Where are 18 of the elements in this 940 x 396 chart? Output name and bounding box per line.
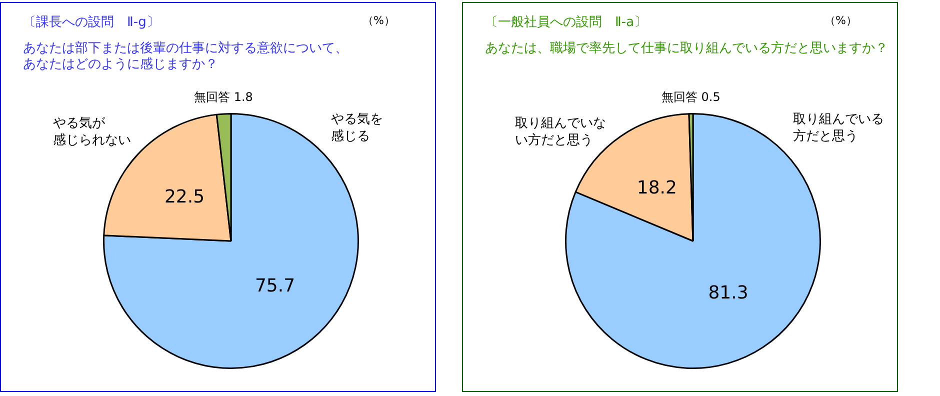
slice-label: 無回答 (194, 90, 230, 104)
chart-subtitle: あなたは部下または後輩の仕事に対する意欲について、あなたはどのように感じますか？ (23, 41, 349, 73)
slice-label: 無回答 (661, 90, 698, 104)
slice-label: やる気が感じられない (53, 116, 131, 148)
text: （%） (362, 13, 395, 28)
chart-subtitle: あなたは、職場で率先して仕事に取り組んでいる方だと思いますか？ (485, 41, 889, 57)
data-label: 75.7 (254, 276, 296, 297)
chart-title: 〔課長への設問 Ⅱ-g〕 (23, 14, 160, 31)
slice-label: 取り組んでいる方だと思う (793, 112, 884, 144)
slice-label: やる気を感じる (331, 112, 383, 144)
data-label: 1.8 (234, 90, 253, 104)
text: （%） (824, 13, 857, 28)
chart-title: 〔一般社員への設問 Ⅱ-a〕 (485, 14, 648, 31)
slice-label: 取り組んでいない方だと思う (515, 116, 606, 148)
data-label: 81.3 (708, 282, 748, 304)
data-label: 0.5 (701, 90, 720, 104)
data-label: 18.2 (636, 177, 677, 198)
data-label: 22.5 (164, 186, 205, 208)
